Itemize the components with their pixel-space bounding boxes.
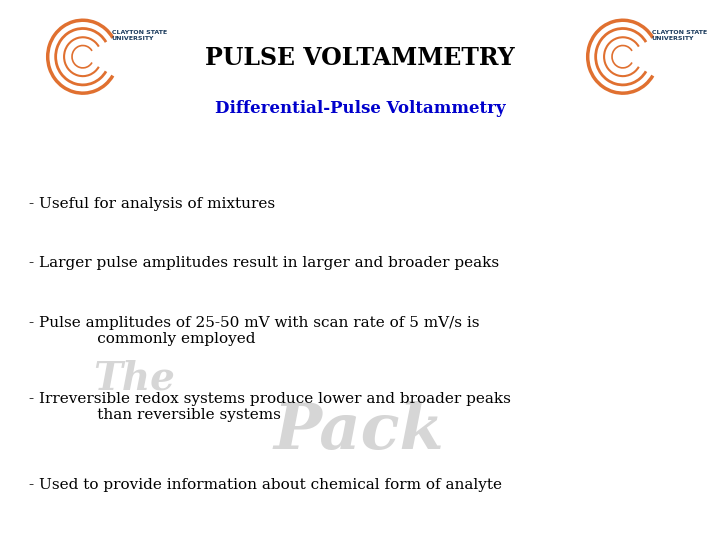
Text: PULSE VOLTAMMETRY: PULSE VOLTAMMETRY [205, 46, 515, 70]
Text: Differential-Pulse Voltammetry: Differential-Pulse Voltammetry [215, 100, 505, 117]
Text: CLAYTON STATE
UNIVERSITY: CLAYTON STATE UNIVERSITY [112, 30, 167, 41]
Text: CLAYTON STATE
UNIVERSITY: CLAYTON STATE UNIVERSITY [652, 30, 707, 41]
Text: - Irreversible redox systems produce lower and broader peaks
              than : - Irreversible redox systems produce low… [29, 392, 510, 422]
Text: The: The [94, 359, 176, 397]
Text: - Larger pulse amplitudes result in larger and broader peaks: - Larger pulse amplitudes result in larg… [29, 256, 499, 271]
Text: - Pulse amplitudes of 25-50 mV with scan rate of 5 mV/s is
              commonl: - Pulse amplitudes of 25-50 mV with scan… [29, 316, 480, 346]
Text: Pack: Pack [274, 401, 444, 463]
Text: - Used to provide information about chemical form of analyte: - Used to provide information about chem… [29, 478, 502, 492]
Text: - Useful for analysis of mixtures: - Useful for analysis of mixtures [29, 197, 275, 211]
